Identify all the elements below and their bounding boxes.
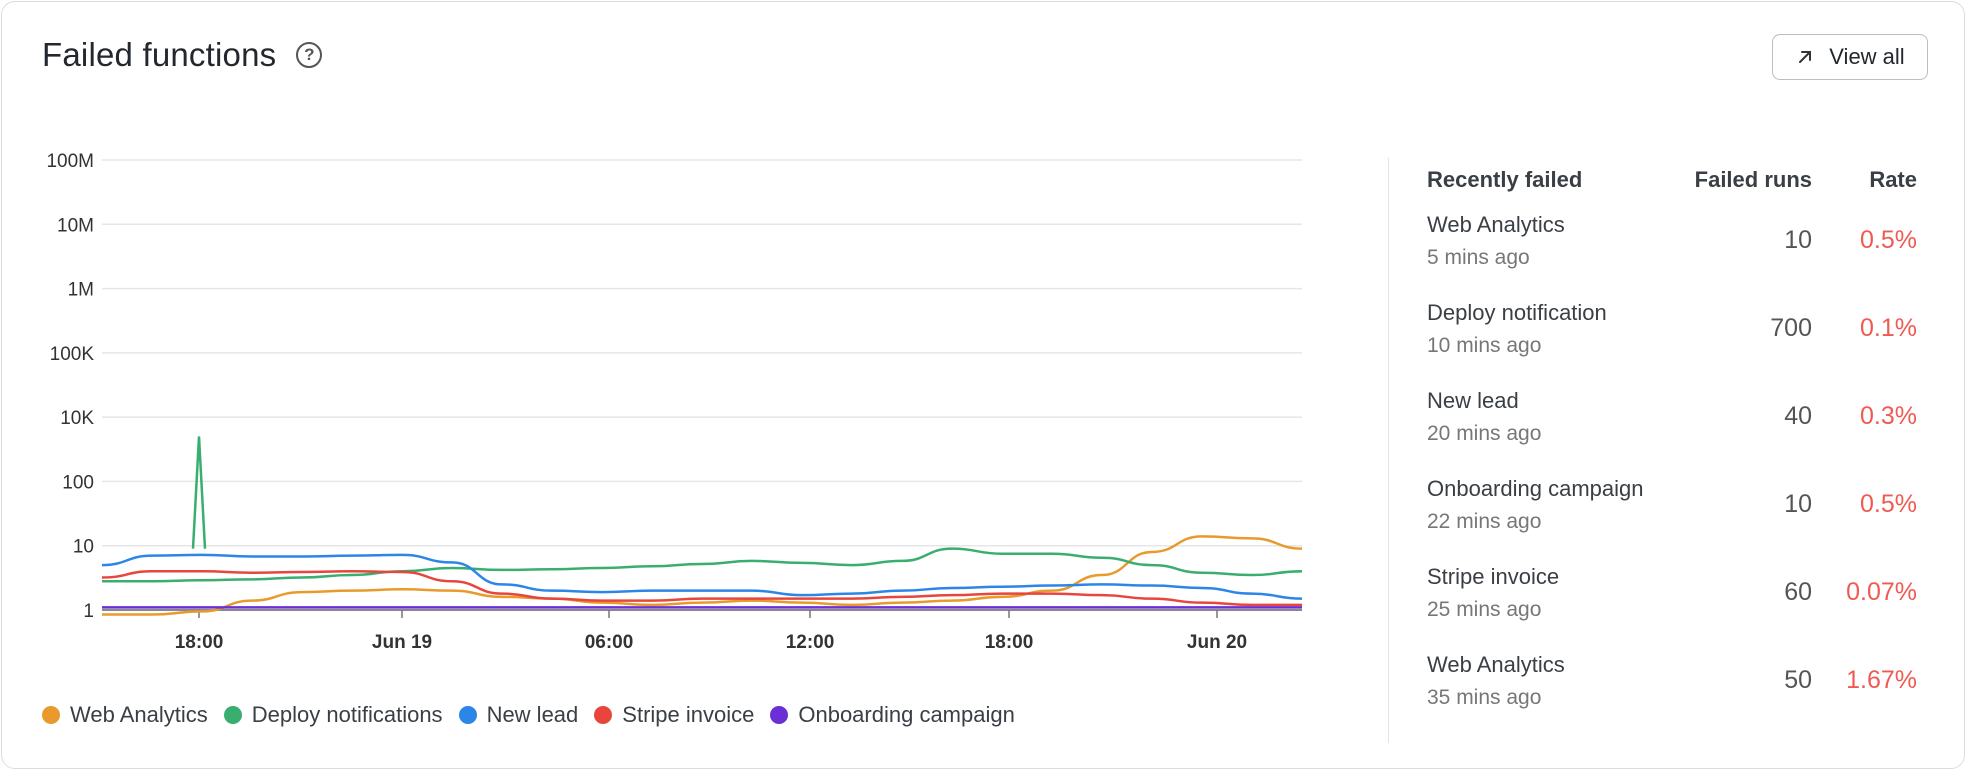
series-spike-deploy-notifications bbox=[191, 436, 207, 549]
question-circle-icon[interactable]: ? bbox=[296, 42, 323, 68]
chart-legend: Web Analytics Deploy notifications New l… bbox=[42, 702, 1031, 728]
failed-runs: 50 bbox=[1784, 666, 1812, 694]
y-tick-label: 1M bbox=[68, 280, 94, 301]
y-tick-label: 10K bbox=[60, 408, 94, 429]
failure-rate: 0.3% bbox=[1860, 402, 1917, 430]
legend-dot bbox=[458, 706, 477, 724]
arrow-up-right-icon bbox=[1799, 51, 1812, 63]
series-line-web-analytics bbox=[101, 535, 1303, 616]
recently-failed-header: Recently failed Failed runs Rate bbox=[1427, 162, 1917, 198]
legend-item-deploy-notifications[interactable]: Deploy notifications bbox=[223, 702, 443, 728]
card-header: Failed functions ? bbox=[42, 36, 323, 74]
legend-dot bbox=[770, 706, 789, 724]
legend-dot bbox=[594, 706, 613, 724]
legend-item-stripe-invoice[interactable]: Stripe invoice bbox=[594, 702, 754, 728]
failed-row[interactable]: Web Analytics 35 mins ago 50 1.67% bbox=[1427, 638, 1917, 726]
failed-runs: 10 bbox=[1784, 226, 1812, 254]
series-line-stripe-invoice bbox=[101, 570, 1302, 607]
y-tick-label: 10 bbox=[73, 537, 94, 558]
function-name: Web Analytics bbox=[1427, 652, 1565, 677]
legend-label: Onboarding campaign bbox=[798, 702, 1015, 727]
failed-time: 35 mins ago bbox=[1427, 686, 1542, 709]
panel-divider bbox=[1388, 158, 1389, 743]
function-name: Stripe invoice bbox=[1427, 564, 1560, 589]
y-tick-label: 10M bbox=[57, 215, 94, 236]
failure-rate: 0.5% bbox=[1860, 490, 1917, 518]
failed-time: 22 mins ago bbox=[1427, 510, 1542, 533]
x-tick-label: 18:00 bbox=[175, 632, 224, 653]
x-tick-label: Jun 20 bbox=[1187, 632, 1247, 653]
legend-dot bbox=[223, 706, 242, 724]
function-name: Onboarding campaign bbox=[1427, 476, 1644, 501]
failed-runs: 60 bbox=[1784, 578, 1812, 606]
card-title: Failed functions bbox=[42, 36, 277, 73]
y-tick-label: 100K bbox=[50, 344, 95, 365]
failed-runs: 700 bbox=[1770, 314, 1812, 342]
header-failed-runs: Failed runs bbox=[1694, 167, 1812, 192]
failed-row[interactable]: Onboarding campaign 22 mins ago 10 0.5% bbox=[1427, 462, 1917, 550]
series-line-new-lead bbox=[101, 553, 1303, 600]
recently-failed-panel: Recently failed Failed runs Rate Web Ana… bbox=[1427, 162, 1917, 726]
failure-rate: 0.1% bbox=[1860, 314, 1917, 342]
y-tick-label: 100M bbox=[46, 151, 94, 172]
failed-row[interactable]: Stripe invoice 25 mins ago 60 0.07% bbox=[1427, 550, 1917, 638]
x-tick-label: 06:00 bbox=[585, 632, 634, 653]
failed-time: 25 mins ago bbox=[1427, 598, 1542, 621]
series-line-deploy-notifications bbox=[101, 547, 1303, 583]
failure-rate: 0.5% bbox=[1860, 226, 1917, 254]
x-tick-label: 12:00 bbox=[786, 632, 835, 653]
x-tick-label: Jun 19 bbox=[372, 632, 432, 653]
y-tick-label: 100 bbox=[62, 472, 94, 493]
failed-time: 20 mins ago bbox=[1427, 422, 1542, 445]
failed-runs: 10 bbox=[1784, 490, 1812, 518]
failed-row[interactable]: Deploy notification 10 mins ago 700 0.1% bbox=[1427, 286, 1917, 374]
failure-rate: 0.07% bbox=[1846, 578, 1917, 606]
failed-runs: 40 bbox=[1784, 402, 1812, 430]
legend-label: New lead bbox=[486, 702, 579, 727]
function-name: Deploy notification bbox=[1427, 300, 1607, 325]
function-name: Web Analytics bbox=[1427, 212, 1565, 237]
function-name: New lead bbox=[1427, 388, 1519, 413]
header-recently-failed: Recently failed bbox=[1427, 167, 1583, 192]
header-rate: Rate bbox=[1869, 167, 1917, 192]
legend-label: Stripe invoice bbox=[622, 702, 755, 727]
y-tick-label: 1 bbox=[83, 601, 94, 622]
view-all-button[interactable]: View all bbox=[1772, 34, 1928, 80]
legend-label: Web Analytics bbox=[70, 702, 208, 727]
failed-functions-chart: 1 10 100 10K 100K 1M 10M 100M 18:00 Jun 19 06:00 12… bbox=[46, 151, 1303, 653]
failure-rate: 1.67% bbox=[1846, 666, 1917, 694]
view-all-label: View all bbox=[1829, 44, 1905, 69]
legend-label: Deploy notifications bbox=[251, 702, 443, 727]
failed-row[interactable]: Web Analytics 5 mins ago 10 0.5% bbox=[1427, 198, 1917, 286]
legend-item-web-analytics[interactable]: Web Analytics bbox=[42, 702, 208, 728]
legend-item-new-lead[interactable]: New lead bbox=[458, 702, 579, 728]
x-tick-label: 18:00 bbox=[985, 632, 1034, 653]
failed-time: 5 mins ago bbox=[1427, 246, 1530, 269]
failed-time: 10 mins ago bbox=[1427, 334, 1542, 357]
legend-dot bbox=[42, 706, 60, 724]
failed-row[interactable]: New lead 20 mins ago 40 0.3% bbox=[1427, 374, 1917, 462]
legend-item-onboarding-campaign[interactable]: Onboarding campaign bbox=[770, 702, 1015, 728]
